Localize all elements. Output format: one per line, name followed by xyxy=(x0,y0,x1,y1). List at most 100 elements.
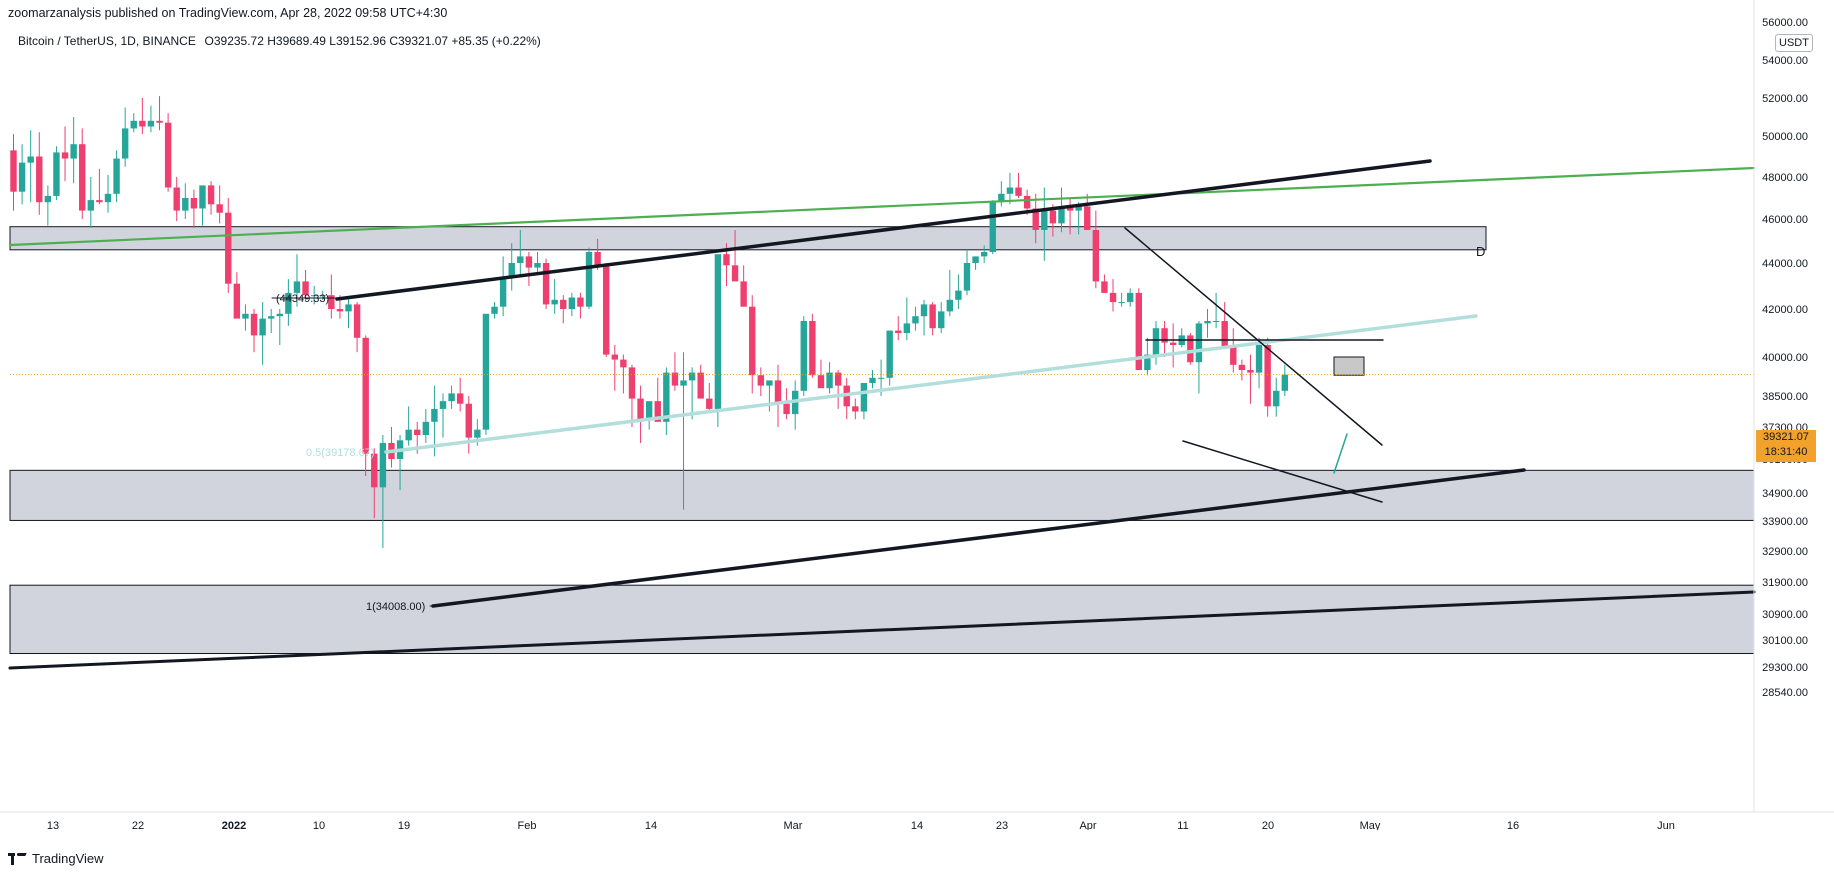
candle-body xyxy=(1169,342,1177,345)
level-44349-label: (44349.33) xyxy=(276,293,329,305)
candle-body xyxy=(663,372,670,422)
price-tick-label: 29300.00 xyxy=(1762,662,1808,674)
time-tick-label: Feb xyxy=(518,820,537,830)
candle-body xyxy=(757,375,765,386)
time-tick-label: May xyxy=(1360,820,1381,830)
candle-body xyxy=(585,252,593,307)
candle-body xyxy=(293,281,301,293)
candle-body xyxy=(499,276,507,307)
candle-body xyxy=(379,443,387,488)
symbol-legend: Bitcoin / TetherUS, 1D, BINANCE O39235.7… xyxy=(18,34,541,48)
candle-body xyxy=(1101,281,1108,293)
currency-unit[interactable]: USDT xyxy=(1775,34,1813,52)
candle-body xyxy=(353,304,361,338)
candle-body xyxy=(1255,345,1263,373)
candle-body xyxy=(577,297,584,307)
lower-channel-line xyxy=(431,468,1526,608)
bar-countdown: 18:31:40 xyxy=(1764,446,1808,458)
candle-body xyxy=(877,377,885,379)
candle-body xyxy=(10,150,17,192)
candle-body xyxy=(809,321,816,376)
candle-body xyxy=(362,337,369,454)
candle-body xyxy=(44,195,52,203)
candle-body xyxy=(1023,195,1031,209)
candle-body xyxy=(104,193,112,203)
candle-body xyxy=(929,304,936,329)
candle-body xyxy=(938,311,945,329)
candle-body xyxy=(173,187,180,211)
candle-body xyxy=(345,304,352,312)
candle-body xyxy=(310,295,318,297)
candle-body xyxy=(61,152,69,159)
candle-body xyxy=(1221,321,1228,348)
candle-body xyxy=(508,263,515,277)
candle-body xyxy=(706,398,713,409)
candle-body xyxy=(1075,206,1082,211)
candle-body xyxy=(190,198,198,209)
time-tick-label: 14 xyxy=(645,820,657,830)
candle-body xyxy=(1230,347,1237,365)
price-tick-label: 40000.00 xyxy=(1762,352,1808,364)
candle-body xyxy=(955,290,962,300)
price-tick-label: 42000.00 xyxy=(1762,304,1808,316)
candle-body xyxy=(147,120,155,127)
time-tick-label: 22 xyxy=(132,820,144,830)
candle-body xyxy=(474,429,481,438)
candle-body xyxy=(989,202,996,252)
candle-body xyxy=(1247,370,1254,373)
target-box xyxy=(1333,356,1365,376)
zones-layer xyxy=(9,226,1755,655)
candle-body xyxy=(250,313,258,336)
time-tick-label: 11 xyxy=(1177,820,1188,830)
candle-body xyxy=(1049,210,1057,224)
time-tick-label: 13 xyxy=(47,820,59,830)
drawings-layer: D (44349.33) 0.5(39178.67) 1(34008.00) xyxy=(8,159,1756,670)
candle-body xyxy=(53,152,60,196)
candle-body xyxy=(903,323,911,333)
candle-body xyxy=(405,429,412,441)
candle-body xyxy=(1152,328,1160,355)
candle-body xyxy=(1135,292,1142,370)
candle-body xyxy=(1127,292,1134,303)
candle-body xyxy=(225,212,232,284)
candle-body xyxy=(259,318,266,336)
zone-label-d: D xyxy=(1476,244,1485,259)
zone-box-2 xyxy=(9,469,1755,521)
candle-body xyxy=(517,256,524,263)
candle-body xyxy=(482,313,490,430)
price-tick-label: 44000.00 xyxy=(1762,258,1808,270)
candle-body xyxy=(216,204,223,213)
fib-1-label: 1(34008.00) xyxy=(366,601,425,613)
candle-body xyxy=(1273,390,1280,407)
candle-body xyxy=(766,380,773,386)
candle-body xyxy=(121,128,129,159)
candle-body xyxy=(276,313,283,317)
time-tick-label: 14 xyxy=(911,820,923,830)
tradingview-footer[interactable]: TradingView xyxy=(8,851,104,866)
candle-body xyxy=(1281,374,1289,391)
candle-body xyxy=(1006,187,1014,194)
candle-body xyxy=(963,263,971,291)
candle-body xyxy=(800,321,807,391)
candle-body xyxy=(1109,292,1117,303)
candle-body xyxy=(302,281,309,296)
zone-box-1 xyxy=(9,226,1487,251)
price-chart[interactable]: D (44349.33) 0.5(39178.67) 1(34008.00) 5600… xyxy=(0,0,1834,830)
candle-body xyxy=(422,421,430,435)
time-tick-label: 2022 xyxy=(222,820,246,830)
candle-body xyxy=(319,295,326,297)
price-tick-label: 56000.00 xyxy=(1762,17,1808,29)
candle-body xyxy=(946,299,954,312)
zone-box-3 xyxy=(9,584,1755,655)
candle-body xyxy=(456,393,464,404)
candle-body xyxy=(1015,187,1022,196)
candle-body xyxy=(36,156,43,203)
candle-body xyxy=(448,393,455,402)
candle-body xyxy=(113,158,120,194)
price-tick-label: 32900.00 xyxy=(1762,546,1808,558)
candle-body xyxy=(233,283,241,319)
candle-body xyxy=(774,380,782,404)
candle-body xyxy=(594,252,601,266)
price-axis: 56000.00 54000.00 52000.00 50000.00 48000.00… xyxy=(1753,0,1808,812)
price-tick-label: 28540.00 xyxy=(1762,687,1808,699)
